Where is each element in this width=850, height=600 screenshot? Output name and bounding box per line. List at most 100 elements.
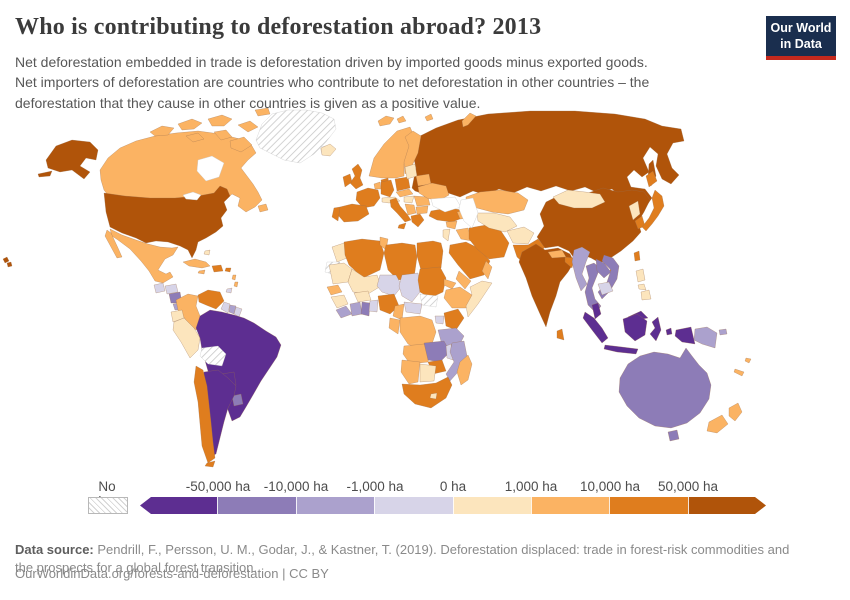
country-indonesia[interactable]	[649, 316, 662, 342]
country-canada[interactable]	[213, 129, 233, 141]
country-myanmar[interactable]	[571, 246, 591, 292]
country-madagascar[interactable]	[456, 354, 473, 386]
country-new-zealand[interactable]	[706, 414, 729, 434]
country-chad[interactable]	[398, 272, 421, 303]
country-north-korea[interactable]	[628, 200, 641, 221]
country-canada[interactable]	[177, 118, 203, 131]
country-france[interactable]	[355, 187, 381, 209]
legend-color-segment[interactable]	[609, 497, 687, 514]
country-indonesia[interactable]	[665, 327, 673, 336]
country-congo-gabon[interactable]	[388, 317, 401, 335]
country-chile[interactable]	[193, 365, 216, 464]
country-honduras[interactable]	[164, 283, 179, 295]
country-fiji[interactable]	[744, 357, 752, 364]
country-afghanistan[interactable]	[506, 226, 535, 245]
no-data-swatch[interactable]	[88, 497, 128, 514]
country-uganda[interactable]	[434, 315, 445, 325]
country-russia[interactable]	[411, 110, 685, 206]
country-uzbekistan-turkmenistan[interactable]	[476, 212, 518, 233]
country-philippines[interactable]	[640, 289, 652, 301]
country-namibia[interactable]	[400, 359, 421, 385]
country-jamaica[interactable]	[197, 269, 206, 275]
country-peru[interactable]	[172, 317, 201, 359]
country-canada[interactable]	[254, 108, 271, 117]
country-guyana[interactable]	[220, 301, 231, 314]
country-yemen[interactable]	[455, 270, 472, 290]
legend-color-segment[interactable]	[140, 497, 217, 514]
country-greece[interactable]	[410, 213, 425, 228]
country-greenland[interactable]	[255, 109, 337, 164]
country-japan[interactable]	[641, 189, 665, 232]
country-kenya[interactable]	[443, 308, 465, 331]
country-central-african-republic[interactable]	[403, 301, 423, 315]
legend-color-segment[interactable]	[531, 497, 609, 514]
country-bahamas[interactable]	[203, 249, 211, 256]
country-trinidad[interactable]	[225, 287, 233, 294]
country-italy[interactable]	[389, 197, 412, 223]
country-oman[interactable]	[481, 260, 493, 280]
country-hispaniola[interactable]	[211, 264, 224, 273]
country-south-sudan[interactable]	[419, 293, 439, 308]
country-papua-new-guinea[interactable]	[693, 326, 718, 349]
country-sudan[interactable]	[417, 266, 447, 299]
country-canada[interactable]	[149, 125, 175, 137]
country-canada[interactable]	[207, 114, 233, 127]
country-india[interactable]	[518, 243, 575, 328]
country-ivory-coast[interactable]	[349, 301, 363, 317]
country-mexico[interactable]	[104, 229, 123, 259]
legend-color-segment[interactable]	[688, 497, 766, 514]
country-japan[interactable]	[645, 170, 658, 188]
country-guatemala[interactable]	[153, 282, 166, 294]
country-romania[interactable]	[413, 195, 431, 207]
country-sierra-leone-liberia[interactable]	[335, 305, 353, 319]
country-spain[interactable]	[336, 203, 370, 223]
legend-color-segment[interactable]	[374, 497, 452, 514]
country-papua-new-guinea[interactable]	[718, 328, 728, 336]
country-united-kingdom[interactable]	[349, 163, 364, 190]
country-venezuela[interactable]	[197, 289, 225, 310]
country-lesser-antilles[interactable]	[233, 281, 239, 288]
country-indonesia[interactable]	[582, 311, 609, 344]
country-philippines[interactable]	[635, 268, 646, 283]
country-zambia[interactable]	[423, 340, 451, 363]
country-guinea[interactable]	[330, 294, 349, 309]
country-ethiopia[interactable]	[443, 286, 473, 309]
country-syria[interactable]	[445, 220, 458, 230]
country-svalbard[interactable]	[377, 115, 395, 127]
country-germany[interactable]	[380, 179, 395, 198]
country-lesser-antilles[interactable]	[231, 274, 237, 281]
country-canada[interactable]	[185, 132, 205, 143]
country-cambodia[interactable]	[597, 281, 614, 296]
country-benelux[interactable]	[373, 181, 382, 190]
country-lesotho[interactable]	[429, 392, 438, 400]
country-balkans[interactable]	[404, 203, 417, 216]
country-laos[interactable]	[595, 258, 612, 279]
country-svalbard[interactable]	[396, 115, 407, 124]
country-canada[interactable]	[257, 203, 269, 213]
country-uruguay[interactable]	[231, 393, 244, 407]
country-egypt[interactable]	[416, 240, 444, 271]
country-cuba[interactable]	[182, 258, 211, 269]
country-novaya-zemlya[interactable]	[424, 113, 434, 122]
country-baltics[interactable]	[404, 163, 418, 180]
owid-url[interactable]: OurWorldinData.org/forests-and-deforesta…	[15, 566, 329, 581]
country-puerto-rico[interactable]	[224, 267, 232, 273]
country-eritrea[interactable]	[443, 278, 457, 290]
country-senegal[interactable]	[326, 284, 343, 296]
legend-color-segment[interactable]	[217, 497, 295, 514]
country-south-africa[interactable]	[401, 376, 453, 409]
country-united-states[interactable]	[37, 170, 53, 178]
country-united-states[interactable]	[2, 256, 10, 264]
country-indonesia[interactable]	[674, 326, 696, 345]
country-algeria[interactable]	[343, 238, 385, 279]
country-chile[interactable]	[204, 460, 216, 468]
country-mexico[interactable]	[109, 228, 179, 284]
country-indonesia[interactable]	[603, 344, 639, 355]
country-canada[interactable]	[229, 136, 253, 153]
country-canada[interactable]	[237, 120, 259, 133]
country-philippines[interactable]	[637, 283, 647, 291]
country-bulgaria[interactable]	[415, 205, 429, 215]
country-poland[interactable]	[394, 176, 411, 192]
country-new-zealand[interactable]	[728, 402, 743, 422]
country-taiwan[interactable]	[633, 250, 641, 262]
